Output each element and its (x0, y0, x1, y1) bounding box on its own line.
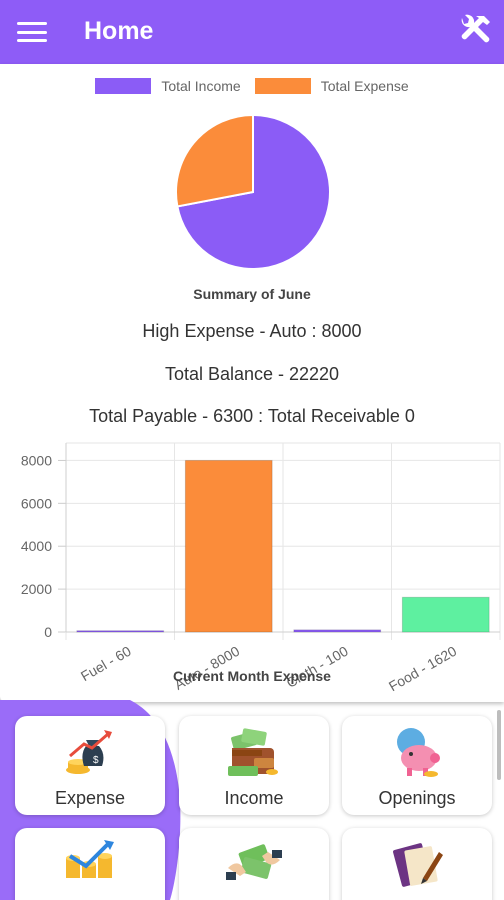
legend-swatch-income (95, 78, 152, 94)
coins-growth-icon (66, 840, 114, 878)
svg-text:$: $ (93, 755, 99, 766)
legend-label-income: Total Income (161, 78, 241, 94)
y-tick-label: 2000 (21, 581, 52, 597)
expense-tile[interactable]: $ Expense (15, 716, 165, 815)
cash-exchange-tile[interactable] (179, 828, 329, 900)
bar-fuel[interactable] (76, 630, 165, 633)
hamburger-menu-icon[interactable] (0, 0, 64, 64)
legend-item-income[interactable]: Total Income (95, 78, 241, 94)
high-expense-text: High Expense - Auto : 8000 (142, 321, 362, 341)
cash-exchange-icon (226, 844, 282, 880)
income-label: Income (224, 788, 284, 808)
pie-chart-title: Summary of June (193, 286, 311, 302)
wallet-cash-icon (228, 728, 278, 776)
openings-label: Openings (378, 788, 456, 808)
notebook-pen-icon (393, 843, 443, 887)
pie-slice-total-expense[interactable] (175, 114, 254, 208)
bar-food[interactable] (401, 596, 490, 633)
scrollbar[interactable] (497, 710, 501, 780)
expense-label: Expense (54, 788, 126, 808)
y-tick-label: 4000 (21, 538, 52, 554)
bar-cloth[interactable] (293, 629, 382, 633)
pie-legend: Total Income Total Expense (0, 78, 504, 94)
piggy-bank-icon (397, 728, 440, 777)
tools-icon[interactable] (454, 12, 494, 52)
payable-receivable-text: Total Payable - 6300 : Total Receivable … (89, 406, 415, 426)
y-tick-label: 6000 (21, 495, 52, 511)
coins-growth-tile[interactable] (15, 828, 165, 900)
page-title: Home (84, 17, 154, 45)
legend-item-expense[interactable]: Total Expense (254, 78, 409, 94)
notebook-tile[interactable] (342, 828, 492, 900)
summary-card: Total Income Total Expense Summary of Ju… (0, 64, 504, 702)
money-bag-growth-icon: $ (66, 730, 112, 774)
y-tick-label: 0 (44, 624, 52, 640)
openings-tile[interactable]: Openings (342, 716, 492, 815)
total-balance-text: Total Balance - 22220 (164, 364, 340, 384)
bar-auto[interactable] (184, 459, 273, 633)
bar-chart-title: Current Month Expense (173, 668, 331, 684)
y-tick-label: 8000 (21, 452, 52, 468)
legend-label-expense: Total Expense (320, 78, 409, 94)
income-tile[interactable]: Income (179, 716, 329, 815)
legend-swatch-expense (254, 78, 311, 94)
pie-chart (175, 114, 331, 270)
app-bar: Home (0, 0, 504, 64)
